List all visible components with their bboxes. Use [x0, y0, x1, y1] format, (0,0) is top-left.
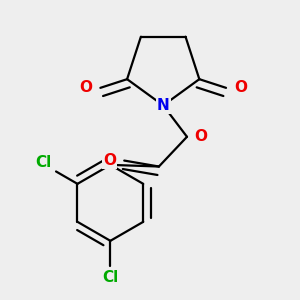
Text: O: O [103, 153, 116, 168]
Text: O: O [234, 80, 247, 95]
Text: Cl: Cl [102, 269, 119, 284]
Text: O: O [194, 129, 207, 144]
Text: Cl: Cl [35, 155, 51, 170]
Text: O: O [79, 80, 92, 95]
Text: N: N [157, 98, 169, 113]
